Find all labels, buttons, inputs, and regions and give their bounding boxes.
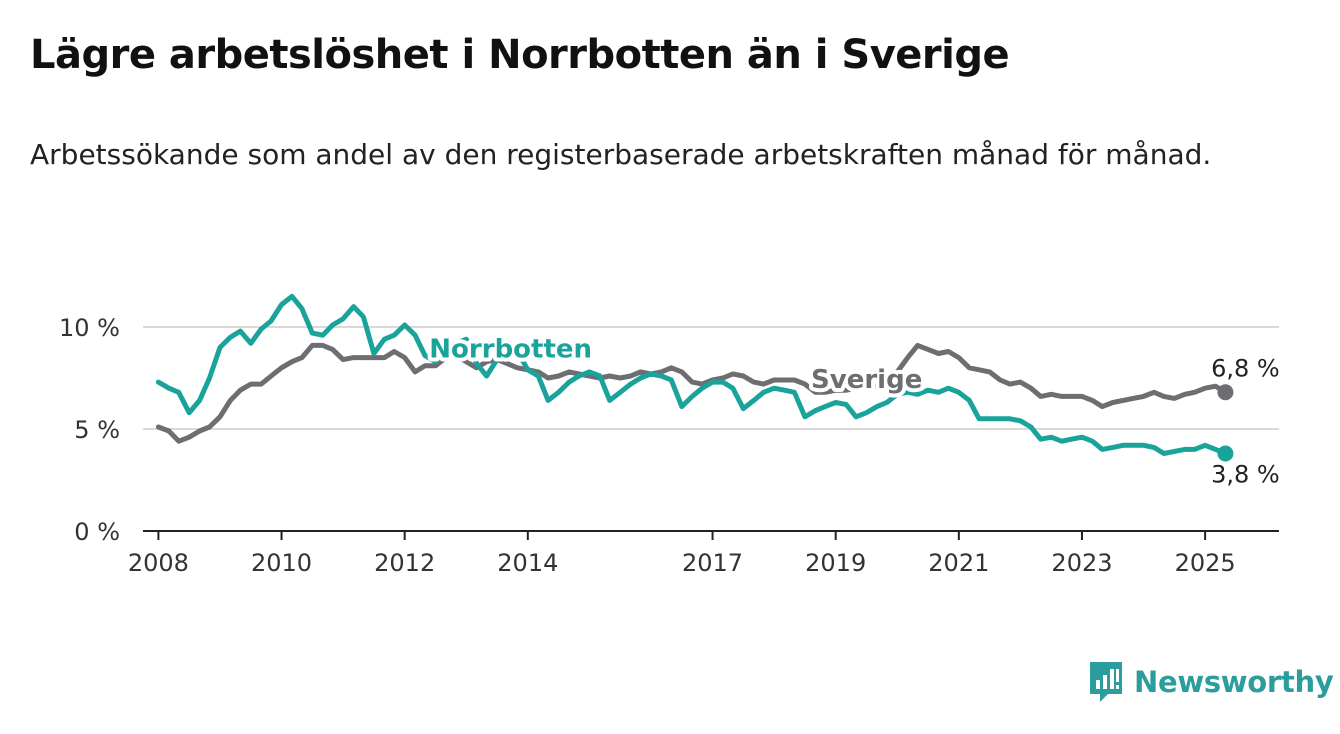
- series-label-norrbotten: Norrbotten: [429, 335, 592, 365]
- newsworthy-logo-icon: [1090, 662, 1122, 702]
- end-value-label: 3,8 %: [1211, 460, 1280, 488]
- brand-name: Newsworthy: [1134, 665, 1334, 699]
- series-line-norrbotten: [155, 293, 1228, 456]
- x-tick-label: 2014: [497, 549, 558, 577]
- page-title: Lägre arbetslöshet i Norrbotten än i Sve…: [30, 32, 1010, 78]
- y-tick-label: 10 %: [59, 314, 120, 342]
- end-value-label: 6,8 %: [1211, 354, 1280, 382]
- series-label-sverige: Sverige: [811, 365, 922, 395]
- x-tick-label: 2025: [1175, 549, 1236, 577]
- newsworthy-brand: Newsworthy: [1088, 660, 1334, 704]
- series-labels: 6,8 % 3,8 % Norrbotten Sverige: [425, 331, 1282, 492]
- series-line-sverige: [155, 342, 1228, 444]
- end-point-sverige: [1217, 384, 1234, 401]
- x-tick-label: 2012: [374, 549, 435, 577]
- y-tick-label: 0 %: [74, 518, 120, 546]
- x-tick-label: 2010: [251, 549, 312, 577]
- x-tick-label: 2017: [682, 549, 743, 577]
- series-lines: [155, 293, 1234, 462]
- x-tick-label: 2008: [128, 549, 189, 577]
- y-tick-label: 5 %: [74, 416, 120, 444]
- x-tick-label: 2023: [1051, 549, 1112, 577]
- axes: 0 % 5 % 10 % 2008 2010 2012 2014 2017 2019 2021 20…: [59, 314, 1279, 577]
- end-point-norrbotten: [1217, 445, 1234, 462]
- x-tick-label: 2019: [805, 549, 866, 577]
- chart-subtitle: Arbetssökande som andel av den registerb…: [30, 138, 1212, 171]
- x-tick-label: 2021: [928, 549, 989, 577]
